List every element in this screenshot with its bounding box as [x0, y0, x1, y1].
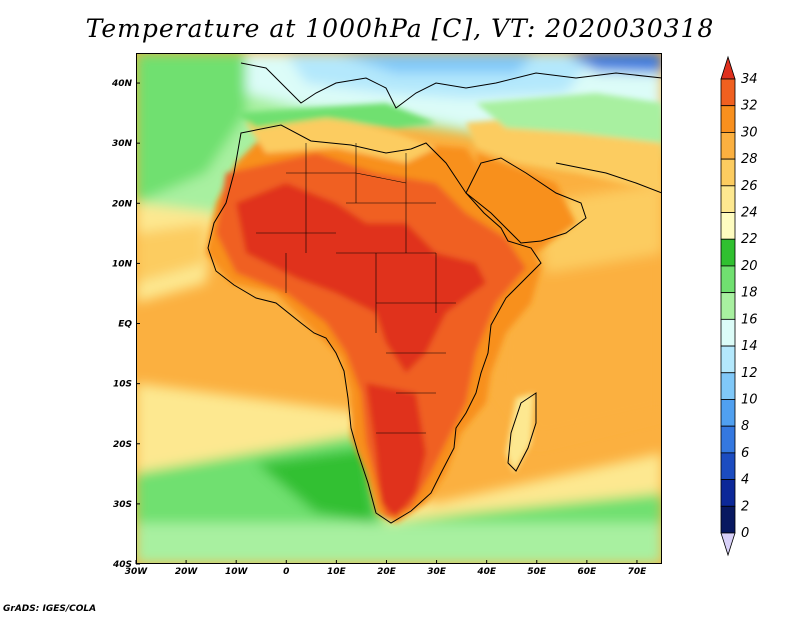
temp-field-ne-blue: [566, 53, 662, 73]
colorbar-label: 34: [741, 72, 758, 87]
credit-text: GrADS: IGES/COLA: [3, 604, 97, 614]
map-frame: [136, 53, 662, 564]
colorbar-label: 2: [741, 499, 749, 514]
colorbar-segment: [720, 292, 736, 320]
lat-tick-label: EQ: [118, 320, 132, 330]
colorbar-label: 16: [741, 312, 758, 327]
temperature-map: 30W 20W 10W 0 10E 20E 30E 40E 50E 60E 70E 40N 30N 20…: [111, 53, 662, 577]
colorbar-label: 22: [741, 232, 758, 247]
colorbar-label: 12: [741, 366, 758, 381]
colorbar-segment: [720, 425, 736, 454]
lat-tick-label: 30S: [113, 500, 132, 510]
colorbar-label: 10: [741, 392, 758, 407]
lon-tick-label: 0: [283, 567, 289, 577]
temp-field-trop-atlantic-b: [136, 223, 206, 283]
coastline-arabia: [465, 157, 587, 244]
colorbar-segment: [720, 479, 736, 507]
colorbar-label: 0: [741, 526, 749, 541]
colorbar-segment: [720, 372, 736, 400]
colorbar-segment: [720, 452, 736, 480]
colorbar-segment: [720, 158, 736, 187]
latitude-axis: 40N 30N 20N 10N EQ 10S 20S 30S 40S: [111, 79, 140, 570]
lat-tick-label: 40S: [112, 560, 132, 570]
lon-tick-label: 20E: [377, 567, 397, 577]
temp-field-africa-hottest: [236, 183, 486, 373]
temp-field-indian-ocean: [496, 233, 662, 443]
colorbar-segment: [720, 345, 736, 374]
colorbar-segment: [720, 212, 736, 240]
colorbar-segment: [720, 78, 736, 107]
colorbar-label: 26: [741, 179, 758, 194]
lon-tick-label: 30W: [125, 567, 149, 577]
colorbar-bottom-arrow: [720, 532, 736, 557]
colorbar-segment: [720, 132, 736, 160]
temp-field-south-pale: [136, 523, 662, 564]
colorbar-label: 18: [741, 286, 758, 301]
colorbar-segment: [720, 399, 736, 427]
colorbar-label: 30: [741, 125, 758, 140]
temp-field-south-africa-hot: [366, 383, 426, 518]
colorbar-label: 32: [741, 99, 758, 114]
longitude-axis: 30W 20W 10W 0 10E 20E 30E 40E 50E 60E 70E: [125, 560, 647, 577]
colorbar-segment: [720, 238, 736, 267]
lon-tick-label: 10E: [327, 567, 347, 577]
map-title: Temperature at 1000hPa [C], VT: 20200303…: [85, 14, 715, 43]
colorbar-label: 20: [741, 259, 758, 274]
temp-field-north-africa-green: [236, 103, 436, 128]
colorbar-label: 6: [741, 446, 749, 461]
temp-field-sahara-cool: [246, 118, 436, 163]
temp-field-arabia: [476, 153, 576, 253]
colorbar-label: 4: [741, 473, 749, 488]
colorbar-top-arrow: [720, 55, 736, 80]
lat-tick-label: 30N: [112, 139, 133, 149]
lat-tick-label: 20N: [112, 199, 133, 209]
temp-field-middle-east-green: [476, 93, 662, 143]
lon-tick-label: 20W: [175, 567, 199, 577]
colorbar-segment: [720, 185, 736, 213]
temp-field-n-green: [136, 53, 246, 203]
colorbar-segment: [720, 318, 736, 347]
lon-tick-label: 40E: [476, 567, 497, 577]
coastline-europe: [240, 62, 662, 109]
lon-tick-label: 50E: [527, 567, 547, 577]
lat-tick-label: 40N: [111, 79, 133, 89]
temp-field-madagascar: [506, 393, 534, 473]
temp-field-arabian-sea: [536, 183, 662, 273]
coastline-africa: [207, 124, 542, 524]
coastline-persian-gulf: [555, 162, 662, 194]
lon-tick-label: 70E: [628, 567, 648, 577]
colorbar-segment: [720, 265, 736, 294]
colorbar-label: 8: [741, 419, 749, 434]
lon-tick-label: 60E: [578, 567, 598, 577]
lat-tick-label: 10N: [112, 259, 133, 269]
colorbar-label: 14: [741, 339, 758, 354]
lat-tick-label: 10S: [113, 380, 132, 390]
colorbar-label: 24: [741, 206, 758, 221]
lon-tick-label: 10W: [225, 567, 249, 577]
temp-field-south-green-dark: [256, 448, 376, 523]
colorbar-label: 28: [741, 152, 758, 167]
colorbar-segment: [720, 505, 736, 534]
coastline-madagascar: [507, 392, 537, 472]
lat-tick-label: 20S: [113, 440, 132, 450]
lon-tick-label: 30E: [427, 567, 447, 577]
temp-field-black-sea-blue: [336, 53, 536, 73]
border-lines-africa: [256, 143, 456, 434]
colorbar-segment: [720, 105, 736, 133]
